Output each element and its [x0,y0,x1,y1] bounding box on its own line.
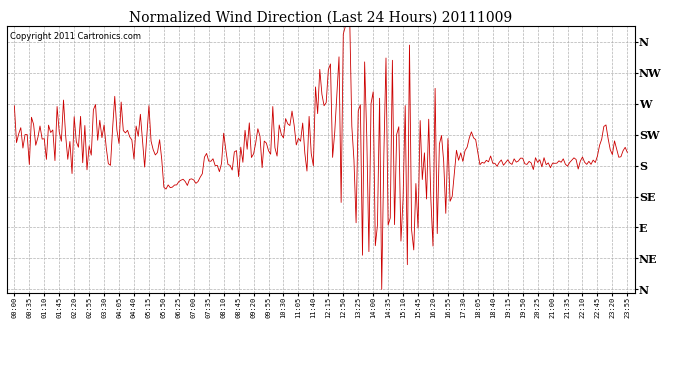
Title: Normalized Wind Direction (Last 24 Hours) 20111009: Normalized Wind Direction (Last 24 Hours… [129,11,513,25]
Text: Copyright 2011 Cartronics.com: Copyright 2011 Cartronics.com [10,32,141,40]
